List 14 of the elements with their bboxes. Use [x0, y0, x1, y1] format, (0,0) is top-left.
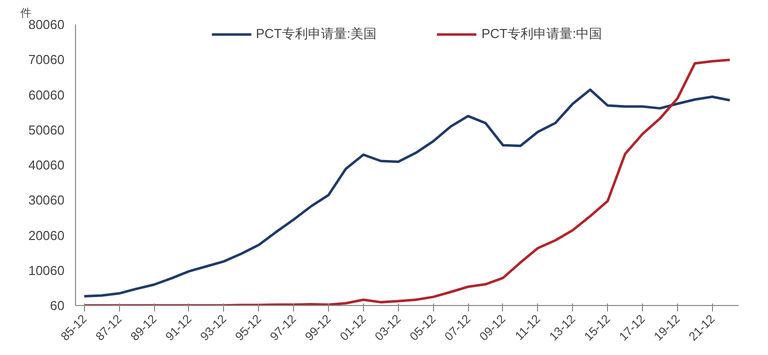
legend-label: PCT专利申请量:中国	[482, 25, 602, 43]
y-tick-label: 40060	[28, 158, 65, 172]
y-tick-label: 20060	[28, 228, 65, 243]
y-tick-label: 80060	[28, 17, 65, 32]
legend-label: PCT专利申请量:美国	[256, 25, 376, 43]
y-tick-label: 30060	[28, 192, 65, 208]
y-tick-label: 60060	[28, 87, 65, 102]
y-tick-label: 70060	[28, 52, 65, 68]
line-series	[82, 58, 732, 306]
y-tick-label: 10060	[28, 262, 65, 278]
y-tick-label: 60	[50, 298, 65, 313]
y-axis-title: 件	[20, 8, 32, 20]
y-tick-label: 50060	[28, 122, 65, 138]
line-series	[82, 88, 732, 298]
